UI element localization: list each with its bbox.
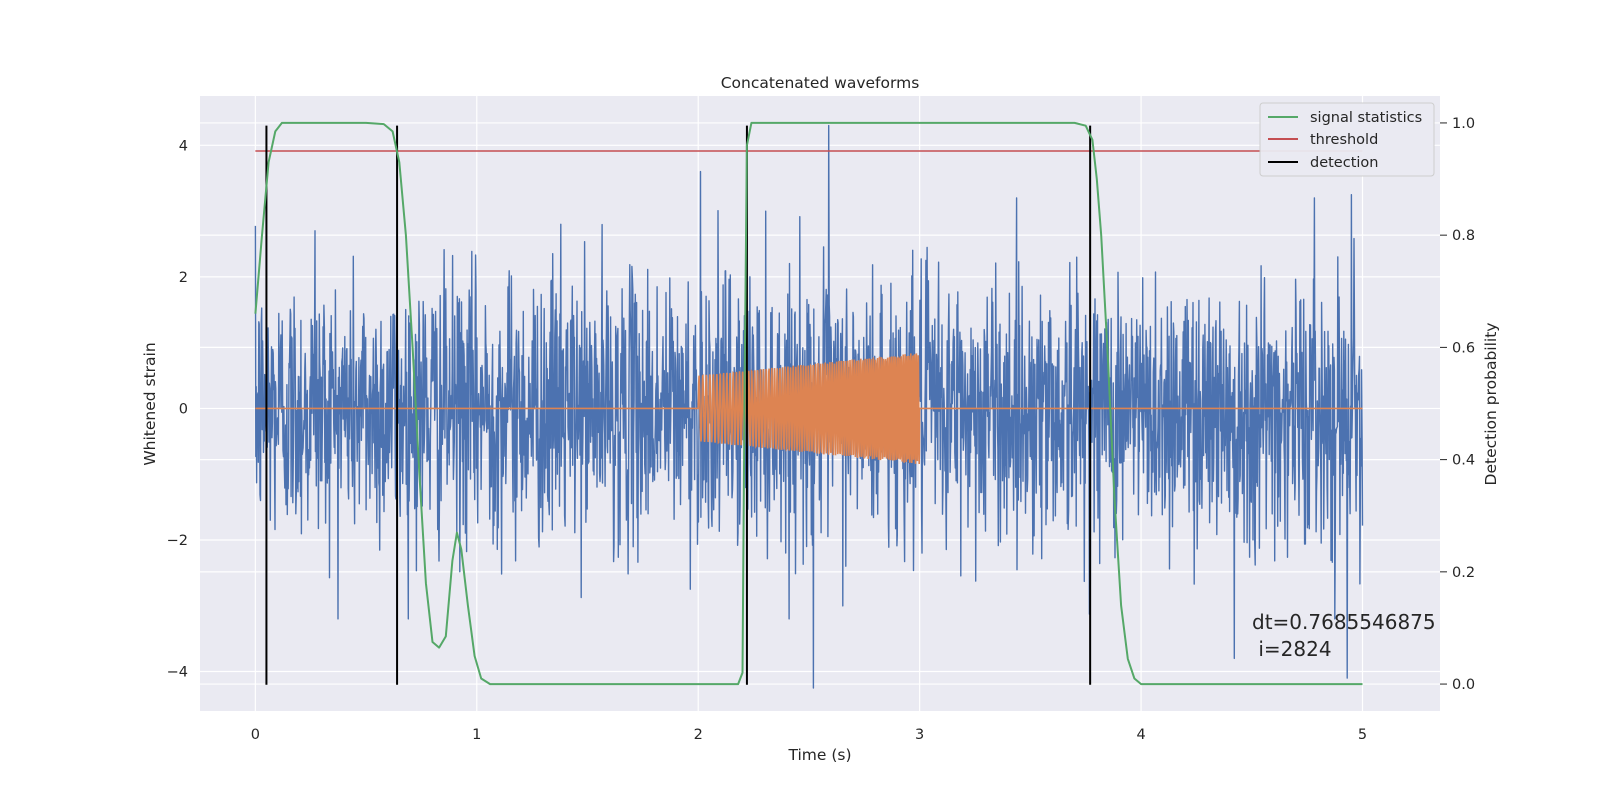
- x-tick-label: 0: [251, 727, 260, 743]
- y-tick-label: −4: [167, 665, 188, 681]
- y2-tick-label: 0.2: [1452, 565, 1475, 581]
- y2-tick-label: 0.6: [1452, 340, 1475, 356]
- annotation: dt=0.7685546875 i=2824: [1252, 610, 1436, 661]
- annotation-line-2: i=2824: [1252, 637, 1332, 661]
- x-tick-label: 3: [915, 727, 924, 743]
- plot-area: [254, 121, 1364, 689]
- x-tick-label: 1: [472, 727, 481, 743]
- ticks: 0 1 2 3 4 5 −4 −2 0 2 4 0.0 0.2 0.4 0.6 0.8 1.0: [167, 116, 1475, 743]
- y-tick-label: 0: [179, 401, 188, 417]
- y2-tick-label: 1.0: [1452, 116, 1475, 132]
- x-axis-label: Time (s): [787, 746, 851, 764]
- chart-title: Concatenated waveforms: [721, 74, 920, 92]
- legend: signal statistics threshold detection: [1259, 102, 1435, 177]
- legend-label-threshold: threshold: [1310, 132, 1378, 148]
- y2-tick-label: 0.8: [1452, 228, 1475, 244]
- annotation-line-1: dt=0.7685546875: [1252, 610, 1436, 634]
- legend-box: [1259, 102, 1435, 177]
- y2-tick-label: 0.4: [1452, 453, 1475, 469]
- y2-axis-label: Detection probability: [1482, 323, 1500, 486]
- signal-statistics-line: [254, 121, 1363, 686]
- legend-label-detection: detection: [1310, 155, 1378, 171]
- injected-waveform-line: [255, 353, 1363, 465]
- x-tick-label: 5: [1358, 727, 1367, 743]
- y2-tick-label: 0.0: [1452, 677, 1475, 693]
- y-axis-label: Whitened strain: [141, 342, 159, 465]
- legend-label-signal-statistics: signal statistics: [1310, 110, 1422, 126]
- y-tick-label: 4: [179, 138, 188, 154]
- y-tick-label: 2: [179, 270, 188, 286]
- x-tick-label: 4: [1136, 727, 1145, 743]
- x-tick-label: 2: [694, 727, 703, 743]
- y-tick-label: −2: [167, 533, 188, 549]
